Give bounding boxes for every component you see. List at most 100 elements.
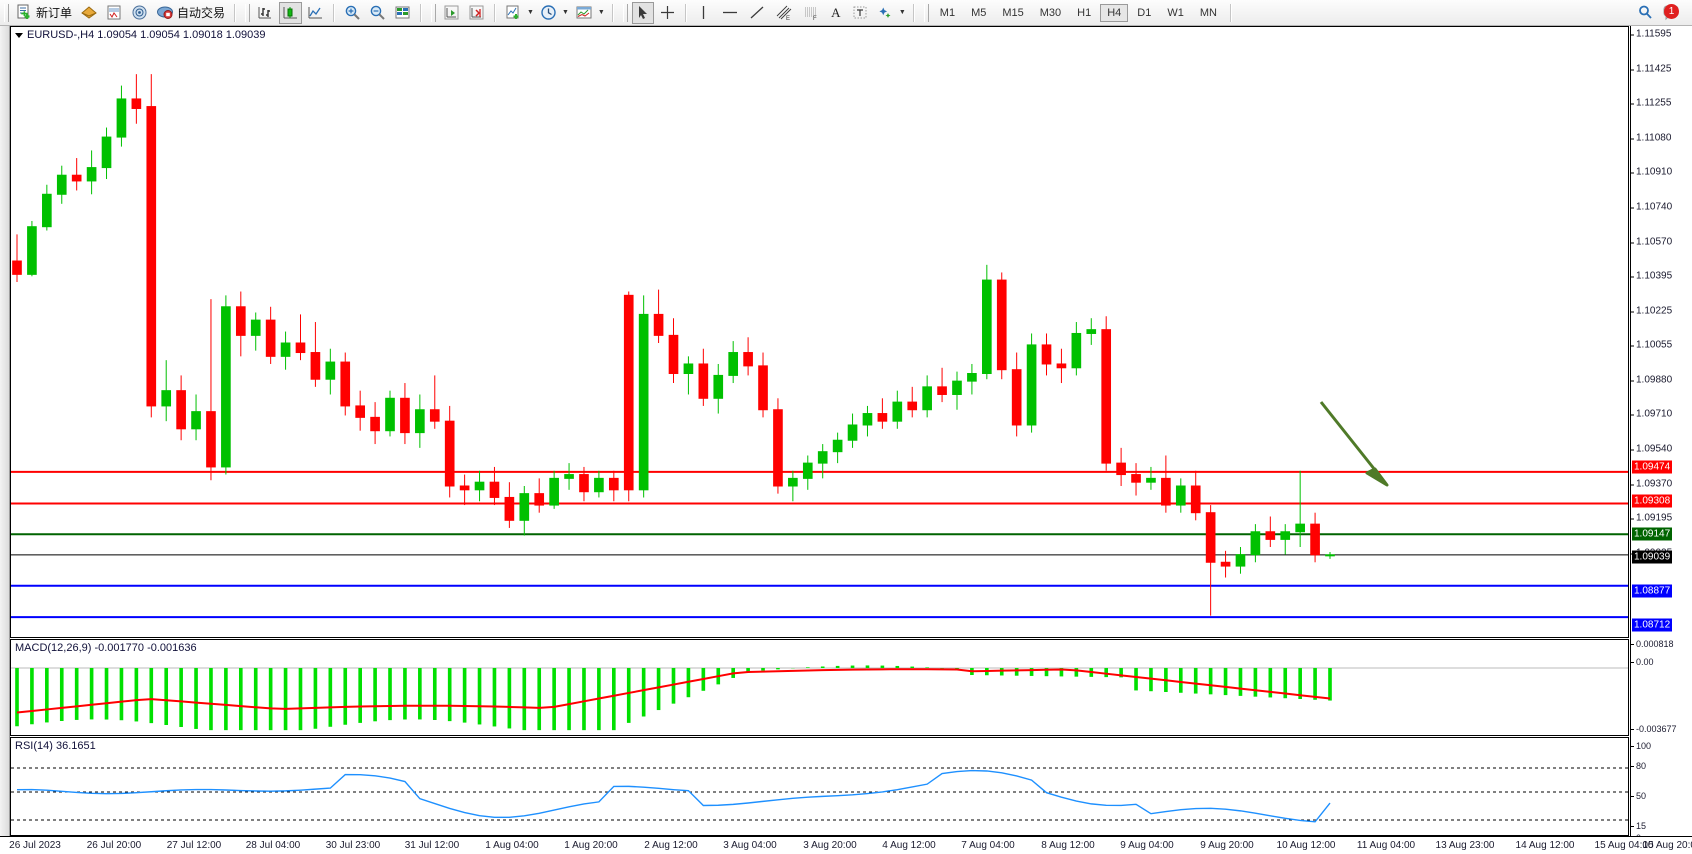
- timeframe-m1[interactable]: M1: [939, 6, 956, 19]
- toolbar-grip-2[interactable]: [245, 3, 251, 22]
- timeframe-m15[interactable]: M15: [1002, 6, 1024, 19]
- time-tick: 14 Aug 12:00: [1515, 840, 1575, 851]
- axis-tick: 1.10740: [1631, 202, 1672, 213]
- toolbar-separator-8: [1229, 3, 1232, 22]
- period-caret-icon[interactable]: ▼: [561, 9, 569, 16]
- toolbar-grip-4[interactable]: [622, 3, 628, 22]
- time-tick: 26 Jul 20:00: [86, 840, 142, 851]
- objects-caret-icon[interactable]: ▼: [898, 9, 906, 16]
- trendline-button[interactable]: [745, 2, 769, 24]
- time-tick: 13 Aug 23:00: [1435, 840, 1495, 851]
- clock-icon: [541, 5, 556, 20]
- timeframe-d1[interactable]: D1: [1137, 6, 1152, 19]
- bar-chart-button[interactable]: [254, 2, 277, 24]
- new-order-icon: [17, 4, 30, 19]
- line-chart-button[interactable]: [304, 2, 327, 24]
- horizontal-line-button[interactable]: [717, 2, 743, 24]
- autotrading-button[interactable]: 自动交易: [153, 2, 228, 24]
- rsi-axis-tick: 15: [1631, 821, 1646, 831]
- macd-pane[interactable]: MACD(12,26,9) -0.001770 -0.001636: [10, 639, 1629, 736]
- toolbar-grip[interactable]: [4, 3, 9, 22]
- axis-tick: 1.10570: [1631, 237, 1672, 248]
- axis-tick: 1.11425: [1631, 64, 1671, 75]
- templates-caret-icon[interactable]: ▼: [597, 9, 605, 16]
- candlestick-chart-icon: [283, 7, 298, 19]
- time-tick: 31 Jul 12:00: [404, 840, 460, 851]
- indicators-button[interactable]: [502, 2, 525, 24]
- rsi-label: RSI(14) 36.1651: [15, 740, 96, 752]
- rsi-pane[interactable]: RSI(14) 36.1651: [10, 737, 1629, 836]
- vertical-line-button[interactable]: [693, 2, 715, 24]
- toolbar-separator-3: [420, 3, 423, 22]
- chart-scrollbar[interactable]: [0, 26, 10, 836]
- text-label-icon: [853, 6, 867, 19]
- toolbar-separator-2: [333, 3, 336, 22]
- expert-advisors-icon: [81, 6, 97, 19]
- time-tick: 9 Aug 04:00: [1120, 840, 1174, 851]
- data-window-icon: [107, 5, 121, 20]
- symbol-dropdown-caret-icon[interactable]: [15, 32, 23, 38]
- chart-shift-icon: [395, 6, 410, 19]
- price-marker-resistance-2: 1.09308: [1632, 494, 1673, 508]
- axis-tick: 1.11080: [1631, 133, 1671, 144]
- fibonacci-icon: F: [804, 7, 817, 21]
- data-window-button[interactable]: [103, 2, 126, 24]
- symbol-header-text: EURUSD-,H4 1.09054 1.09054 1.09018 1.090…: [27, 29, 266, 41]
- time-tick: 30 Jul 23:00: [325, 840, 381, 851]
- objects-button[interactable]: [873, 2, 897, 24]
- vertical-line-icon: [703, 6, 705, 19]
- search-button[interactable]: [1634, 2, 1657, 24]
- price-marker-blue-2: 1.08712: [1632, 618, 1673, 632]
- templates-icon: [576, 6, 592, 19]
- chart-shift-button[interactable]: [391, 2, 414, 24]
- price-axis[interactable]: 1.11595 1.11425 1.11255 1.11080 1.10910 …: [1630, 26, 1692, 843]
- toolbar-grip-5[interactable]: [923, 3, 929, 22]
- candlestick-chart-button[interactable]: [279, 1, 303, 24]
- text-label-button[interactable]: [849, 2, 871, 24]
- time-tick: 7 Aug 04:00: [961, 840, 1015, 851]
- autotrading-icon: [157, 6, 174, 19]
- axis-tick: 1.09710: [1631, 409, 1672, 420]
- chart-shift-end-button[interactable]: [465, 2, 488, 24]
- zoom-out-button[interactable]: [366, 2, 389, 24]
- notifications-button[interactable]: 1: [1659, 2, 1684, 24]
- objects-icon: [879, 7, 891, 18]
- equidistant-channel-button[interactable]: E: [771, 2, 797, 24]
- time-tick: 28 Jul 04:00: [245, 840, 301, 851]
- svg-text:E: E: [786, 16, 790, 21]
- zoom-in-button[interactable]: [341, 2, 364, 24]
- auto-scroll-button[interactable]: [440, 2, 463, 24]
- horizontal-line-icon: [722, 11, 737, 14]
- axis-tick: 1.11255: [1631, 98, 1671, 109]
- toolbar-separator-1: [234, 3, 237, 22]
- cursor-button[interactable]: [631, 1, 654, 24]
- macd-axis-tick: 0.00: [1631, 657, 1654, 667]
- period-button[interactable]: [537, 2, 560, 24]
- price-pane[interactable]: EURUSD-,H4 1.09054 1.09054 1.09018 1.090…: [10, 26, 1629, 638]
- fibonacci-button[interactable]: F: [799, 2, 823, 24]
- templates-button[interactable]: [572, 2, 596, 24]
- navigator-icon: [132, 5, 147, 20]
- time-tick: 1 Aug 04:00: [485, 840, 539, 851]
- price-marker-current: 1.09039: [1632, 550, 1673, 564]
- navigator-button[interactable]: [128, 2, 151, 24]
- price-marker-blue-1: 1.08877: [1632, 584, 1673, 598]
- timeframe-w1[interactable]: W1: [1167, 6, 1184, 19]
- macd-label: MACD(12,26,9) -0.001770 -0.001636: [15, 642, 197, 654]
- crosshair-button[interactable]: [656, 2, 679, 24]
- time-axis[interactable]: 26 Jul 2023 26 Jul 20:00 27 Jul 12:00 28…: [0, 836, 1692, 854]
- text-button[interactable]: A: [825, 2, 847, 24]
- new-order-button[interactable]: 新订单: [13, 2, 75, 24]
- toolbar-grip-3[interactable]: [431, 3, 437, 22]
- cursor-icon: [639, 6, 648, 19]
- indicators-caret-icon[interactable]: ▼: [527, 9, 534, 16]
- timeframe-mn[interactable]: MN: [1199, 6, 1217, 19]
- timeframe-h4[interactable]: H4: [1100, 3, 1129, 22]
- time-tick: 26 Jul 2023: [9, 840, 61, 851]
- symbol-header: EURUSD-,H4 1.09054 1.09054 1.09018 1.090…: [15, 29, 266, 41]
- timeframe-m5[interactable]: M5: [971, 6, 987, 19]
- timeframe-h1[interactable]: H1: [1077, 6, 1092, 19]
- timeframe-m30[interactable]: M30: [1039, 6, 1062, 19]
- expert-advisors-button[interactable]: [77, 2, 101, 24]
